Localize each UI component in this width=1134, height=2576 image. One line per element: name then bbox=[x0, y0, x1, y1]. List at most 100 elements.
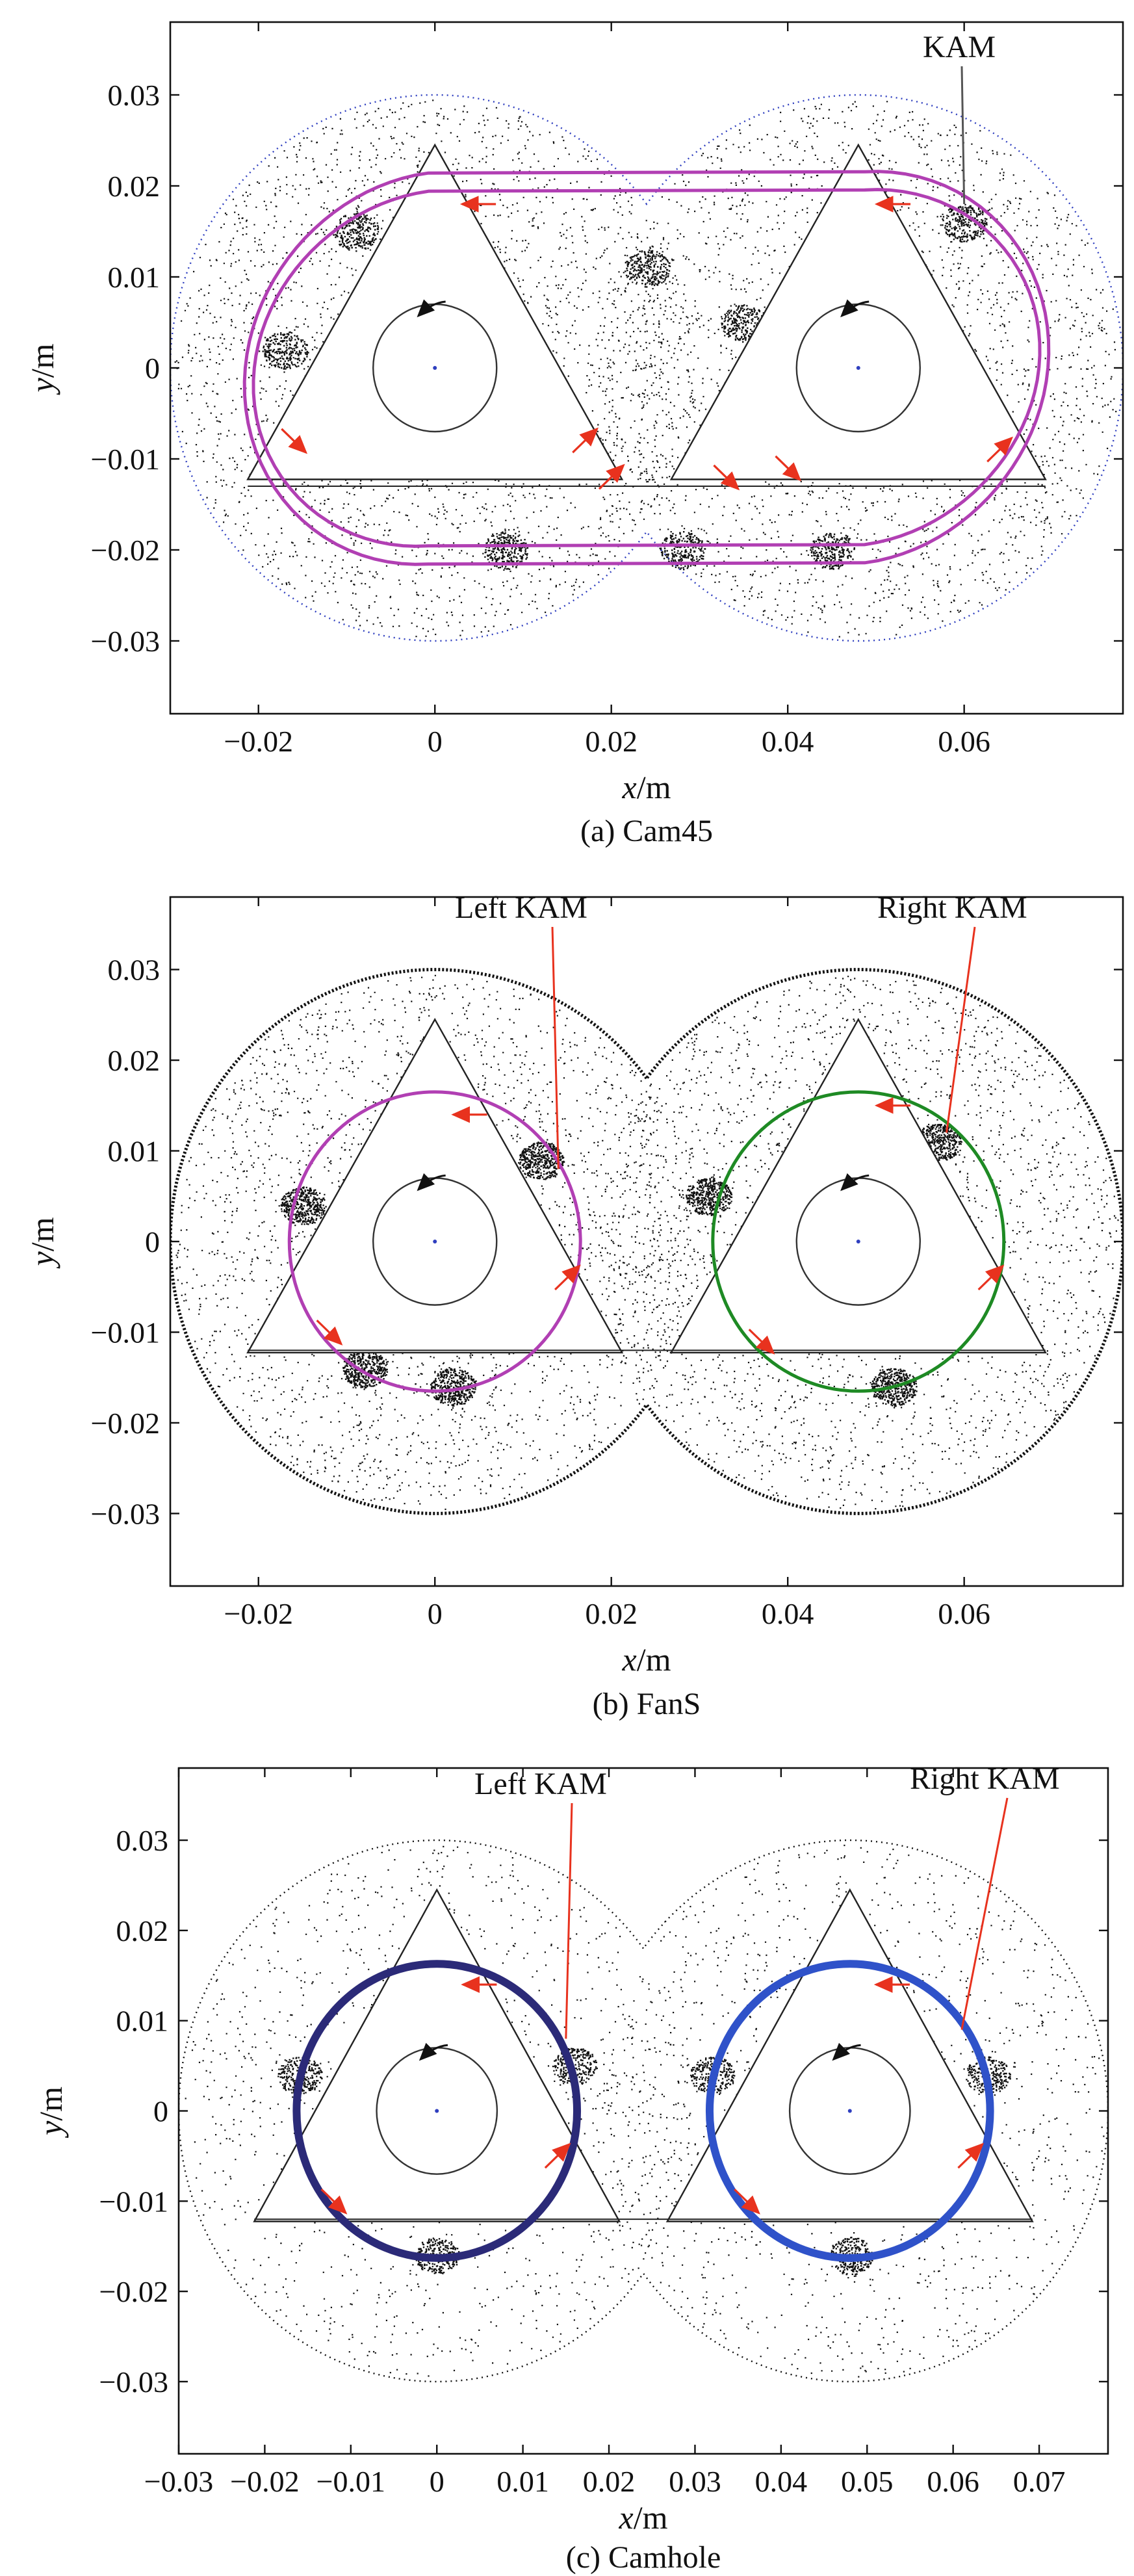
flow-arrow bbox=[320, 2188, 348, 2215]
y-tick-label: −0.03 bbox=[99, 2365, 168, 2399]
x-tick-label: 0 bbox=[428, 725, 443, 758]
rotation-arrow bbox=[417, 1173, 446, 1191]
x-tick-label: −0.02 bbox=[224, 725, 293, 758]
panel-fans: −0.02 0 0.02 0.04 0.06 0.03 0.02 0.01 0 −0.01 −0.0… bbox=[24, 891, 1124, 1721]
flow-arrow bbox=[748, 1329, 775, 1355]
flow-arrow bbox=[775, 455, 802, 482]
right-rotor bbox=[669, 143, 1047, 480]
annotation-leader bbox=[946, 926, 976, 1133]
y-tick-label: 0.02 bbox=[108, 1044, 161, 1077]
panel-caption: (b) FanS bbox=[593, 1687, 701, 1721]
x-tick-label: 0.04 bbox=[762, 725, 814, 758]
shaft-center bbox=[856, 366, 860, 370]
y-tick-label: −0.01 bbox=[91, 1316, 160, 1349]
flow-arrow bbox=[598, 463, 625, 490]
scatter-cluster bbox=[810, 532, 855, 570]
flow-arrow bbox=[554, 1264, 581, 1291]
y-tick-label: −0.02 bbox=[91, 1407, 160, 1440]
annotation-leader bbox=[565, 1802, 573, 2039]
x-tick-label: 0 bbox=[430, 2465, 445, 2498]
shaft-center bbox=[433, 1240, 437, 1243]
rotation-arrow bbox=[840, 1173, 870, 1191]
kam-curve bbox=[711, 1090, 1006, 1393]
annotation-label: Right KAM bbox=[877, 891, 1027, 925]
annotation-label: KAM bbox=[923, 30, 996, 64]
scatter-cluster bbox=[915, 1124, 962, 1162]
rotation-arrow bbox=[419, 2042, 448, 2061]
x-tick-label: 0.06 bbox=[938, 725, 990, 758]
scatter-cluster bbox=[659, 531, 706, 571]
x-tick-label: 0.04 bbox=[762, 1597, 814, 1630]
annotation-leader bbox=[960, 66, 966, 205]
plot-area bbox=[179, 1839, 1108, 2383]
scatter-cluster bbox=[415, 2237, 460, 2274]
left-rotor bbox=[253, 1888, 621, 2222]
y-tick-label: 0 bbox=[145, 352, 160, 385]
rotation-arrow bbox=[832, 2042, 861, 2061]
plot-area bbox=[170, 968, 1123, 1515]
scatter-cluster bbox=[280, 1186, 327, 1225]
panel-cam45: −0.02 0 0.02 0.04 0.06 0.03 0.02 0.01 0 −0.01 −0.0… bbox=[24, 21, 1124, 848]
y-tick-label: 0.01 bbox=[116, 2005, 169, 2038]
flow-arrow bbox=[281, 428, 308, 454]
annotation-leader bbox=[551, 926, 560, 1169]
rotor-triangle bbox=[669, 143, 1047, 480]
flow-arrow bbox=[544, 2142, 571, 2169]
y-tick-label: 0.02 bbox=[108, 170, 161, 203]
kam-curve bbox=[242, 170, 1051, 566]
y-tick-label: −0.01 bbox=[91, 443, 160, 476]
y-tick-label: −0.02 bbox=[99, 2275, 168, 2308]
x-tick-label: 0.06 bbox=[927, 2465, 979, 2498]
annotation-leader bbox=[960, 1797, 1009, 2030]
x-tick-label: 0.02 bbox=[585, 725, 638, 758]
x-tick-label: −0.03 bbox=[144, 2465, 213, 2498]
x-tick-label: 0.02 bbox=[583, 2465, 636, 2498]
annotation-label: Left KAM bbox=[455, 891, 587, 925]
rotation-arrow bbox=[840, 299, 870, 318]
y-tick-label: −0.03 bbox=[91, 1497, 160, 1530]
y-tick-label: −0.03 bbox=[91, 625, 160, 658]
rotor-triangle bbox=[246, 1017, 624, 1354]
y-tick-label: 0.03 bbox=[108, 954, 161, 987]
y-tick-label: −0.01 bbox=[99, 2185, 168, 2218]
rotation-arrow bbox=[417, 299, 446, 318]
x-tick-label: 0.04 bbox=[755, 2465, 808, 2498]
annotation-label: Right KAM bbox=[910, 1762, 1060, 1796]
y-tick-label: 0.03 bbox=[116, 1824, 169, 1857]
left-rotor bbox=[246, 1017, 624, 1354]
x-tick-label: 0.02 bbox=[585, 1597, 638, 1630]
x-tick-label: 0.07 bbox=[1013, 2465, 1066, 2498]
scatter-cluster bbox=[625, 249, 671, 288]
panel-caption: (a) Cam45 bbox=[580, 814, 713, 848]
x-axis-label: x/m bbox=[619, 2499, 668, 2536]
scatter-cluster bbox=[831, 2237, 874, 2276]
flow-arrow bbox=[734, 2188, 760, 2215]
flow-arrow bbox=[713, 464, 740, 491]
panel-caption: (c) Camhole bbox=[566, 2540, 721, 2575]
y-tick-label: 0 bbox=[145, 1225, 160, 1258]
x-tick-label: −0.02 bbox=[230, 2465, 299, 2498]
y-tick-label: 0 bbox=[153, 2095, 168, 2128]
x-tick-label: 0.01 bbox=[496, 2465, 549, 2498]
kam-curve bbox=[705, 1960, 994, 2262]
y-tick-label: 0.02 bbox=[116, 1914, 169, 1947]
x-tick-label: −0.01 bbox=[316, 2465, 385, 2498]
scatter-cluster bbox=[342, 1350, 389, 1388]
scatter-cluster bbox=[518, 1141, 565, 1180]
shaft-center bbox=[847, 2109, 852, 2113]
flow-arrow bbox=[986, 436, 1013, 463]
x-tick-label: 0.06 bbox=[938, 1597, 990, 1630]
x-tick-label: 0 bbox=[428, 1597, 443, 1630]
annotation-label: Left KAM bbox=[474, 1767, 607, 1801]
flow-arrow bbox=[957, 2142, 985, 2169]
scatter-cluster bbox=[686, 1178, 733, 1216]
y-tick-label: −0.02 bbox=[91, 534, 160, 567]
scatter-cluster bbox=[484, 531, 529, 570]
plot-area bbox=[170, 94, 1123, 642]
y-tick-label: 0.01 bbox=[108, 261, 161, 294]
shaft-center bbox=[433, 366, 437, 370]
rotor-triangle bbox=[246, 143, 624, 480]
y-axis-label: y/m bbox=[24, 343, 60, 395]
scatter-cluster bbox=[333, 213, 380, 252]
shaft-center bbox=[856, 1240, 860, 1243]
